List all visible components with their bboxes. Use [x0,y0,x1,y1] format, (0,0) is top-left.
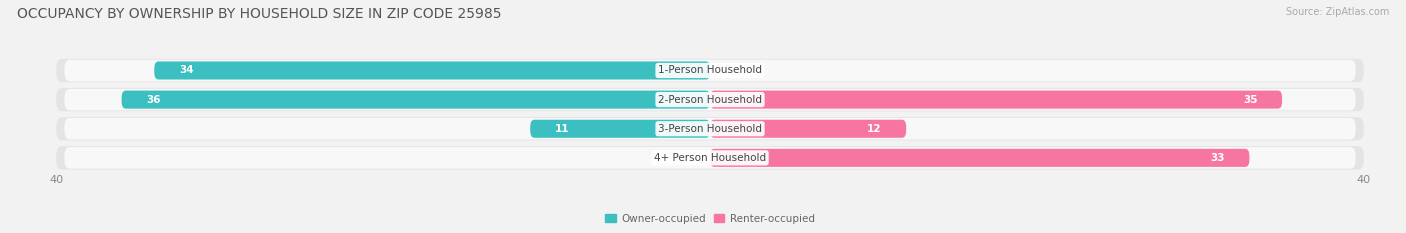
FancyBboxPatch shape [65,118,1355,140]
FancyBboxPatch shape [710,120,905,138]
FancyBboxPatch shape [65,147,1355,169]
Text: 2-Person Household: 2-Person Household [658,95,762,105]
Text: 33: 33 [1211,153,1225,163]
Text: OCCUPANCY BY OWNERSHIP BY HOUSEHOLD SIZE IN ZIP CODE 25985: OCCUPANCY BY OWNERSHIP BY HOUSEHOLD SIZE… [17,7,502,21]
FancyBboxPatch shape [56,117,1364,140]
FancyBboxPatch shape [65,89,1355,110]
Text: 1-Person Household: 1-Person Household [658,65,762,75]
FancyBboxPatch shape [65,60,1355,81]
Text: 35: 35 [1243,95,1257,105]
FancyBboxPatch shape [530,120,710,138]
FancyBboxPatch shape [121,91,710,109]
FancyBboxPatch shape [56,59,1364,82]
Text: 0: 0 [690,153,697,163]
FancyBboxPatch shape [56,146,1364,169]
Text: 34: 34 [179,65,194,75]
FancyBboxPatch shape [710,149,1250,167]
Text: 12: 12 [868,124,882,134]
Text: 0: 0 [723,65,730,75]
Text: 4+ Person Household: 4+ Person Household [654,153,766,163]
FancyBboxPatch shape [56,88,1364,111]
Text: Source: ZipAtlas.com: Source: ZipAtlas.com [1285,7,1389,17]
Text: 3-Person Household: 3-Person Household [658,124,762,134]
Legend: Owner-occupied, Renter-occupied: Owner-occupied, Renter-occupied [602,209,818,228]
FancyBboxPatch shape [155,62,710,79]
FancyBboxPatch shape [710,91,1282,109]
Text: 11: 11 [555,124,569,134]
Text: 36: 36 [146,95,160,105]
